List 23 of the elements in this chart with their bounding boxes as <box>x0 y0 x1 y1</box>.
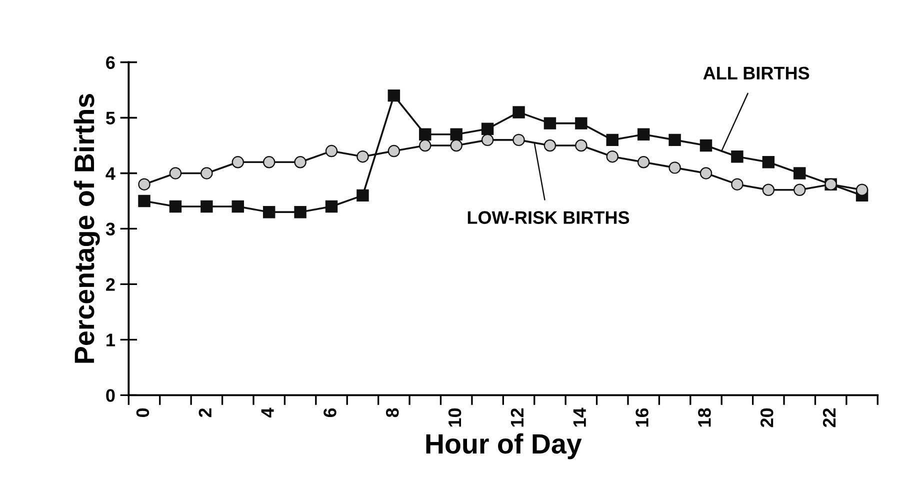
y-tick-label: 1 <box>106 334 115 346</box>
x-tick-label: 2 <box>198 408 212 418</box>
y-tick-label: 4 <box>106 167 116 180</box>
x-tick-label: 0 <box>136 408 150 417</box>
text: LOW-RISK BIRTHS <box>468 211 630 224</box>
x-tick-label: 18 <box>698 408 711 427</box>
y-axis-title: Percentage of Births <box>74 94 100 363</box>
text: ALL BIRTHS <box>703 66 810 80</box>
x-tick-label: 10 <box>448 408 462 427</box>
x-tick-label: 20 <box>760 408 774 428</box>
x-tick-label: 16 <box>636 408 648 427</box>
y-tick-label: 6 <box>106 56 115 69</box>
x-tick-label: 4 <box>261 408 274 418</box>
y-tick-label: 0 <box>106 389 115 402</box>
y-tick-label: 5 <box>106 112 115 124</box>
x-tick-label: 12 <box>510 408 524 427</box>
y-tick-label: 3 <box>106 222 115 236</box>
x-axis-title: Hour of Day <box>426 433 582 460</box>
y-tick-label: 2 <box>106 278 115 291</box>
x-tick-label: 22 <box>822 408 836 428</box>
x-tick-label: 14 <box>573 408 586 427</box>
x-tick-label: 8 <box>386 408 399 418</box>
x-tick-label: 6 <box>324 408 336 418</box>
